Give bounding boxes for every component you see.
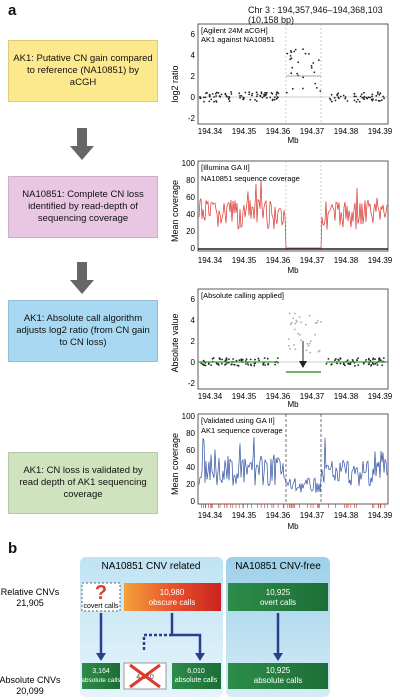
absolute-cnvs-label: Absolute CNVs [0,675,61,685]
plot-2-xtick: 194.39 [368,256,393,265]
plot-3-ylabel: Absolute value [170,313,180,372]
plot-3-xtick: 194.34 [198,392,223,401]
overt-calls-count: 10,925 [266,588,291,597]
plot-na10851-coverage: Mean coverage 100 80 60 40 20 0 [Illumin… [170,159,393,275]
plot-3-ytick: 2 [191,337,196,346]
absolute-cnvs-count: 20,099 [16,686,44,696]
plot-3-ytick: 4 [191,316,196,325]
plot-4-ylabel: Mean coverage [170,433,180,495]
flow-arrow-2 [70,262,94,294]
plot-3-xtick: 194.38 [334,392,359,401]
plot-2-ylabel: Mean coverage [170,180,180,242]
plot-1-ytick: -2 [188,114,196,123]
plot-2-xlabel: Mb [287,266,299,275]
plot-4-ytick: 20 [186,480,195,489]
plot-1-xtick: 194.39 [368,127,393,136]
panel-b-diagram: NA10851 CNV related NA10851 CNV-free Rel… [0,557,330,697]
plot-1-xtick: 194.35 [232,127,257,136]
absolute-calls-2-label: absolute calls [175,677,218,684]
plot-2-xtick: 194.35 [232,256,257,265]
plot-1-subnote: AK1 against NA10851 [201,35,275,44]
plot-3-xtick: 194.37 [300,392,325,401]
plot-4-ytick: 80 [186,429,195,438]
plot-4-subnote: AK1 sequence coverage [201,426,283,435]
plot-4-xtick: 194.36 [266,511,291,520]
step-1-text: AK1: Putative CN gain compared to refere… [13,53,153,88]
plot-4-xtick: 194.38 [334,511,359,520]
plot-2-xtick: 194.36 [266,256,291,265]
plot-2-xtick: 194.37 [300,256,325,265]
step-2-text: NA10851: Complete CN loss identified by … [22,189,144,224]
plot-1-xtick: 194.37 [300,127,325,136]
plot-3-ytick: 0 [191,358,196,367]
plot-ak1-coverage: Mean coverage 100 80 60 40 20 0 [Validat… [170,412,393,531]
plot-1-ytick: 4 [191,51,196,60]
covert-calls-label: covert calls [83,603,119,610]
absolute-calls-2-count: 6,010 [187,668,205,675]
plot-4-ytick: 40 [186,463,195,472]
plot-1-xtick: 194.34 [198,127,223,136]
plot-4-ytick: 0 [191,497,196,506]
flow-arrow-1 [70,128,94,160]
panel-b-label: b [8,540,18,557]
plot-1-xlabel: Mb [287,136,299,144]
plot-2-subnote: NA10851 sequence coverage [201,174,300,183]
plot-4-xtick: 194.35 [232,511,257,520]
absolute-calls-3-count: 10,925 [266,666,291,675]
plot-4-xlabel: Mb [287,522,299,531]
plot-2-xtick: 194.34 [198,256,223,265]
step-3-text: AK1: Absolute call algorithm adjusts log… [16,313,150,348]
plot-3-ytick: 6 [191,295,196,304]
plot-3-xtick: 194.39 [368,392,393,401]
plot-3-xtick: 194.35 [232,392,257,401]
plot-acgh: log2 ratio 6 4 2 0 -2 [Agilent 24M aCGH]… [170,23,393,144]
plot-1-ytick: 0 [191,93,196,102]
plot-2-note: [Illumina GA II] [201,163,250,172]
plot-4-xtick: 194.39 [368,511,393,520]
obscure-calls-label: obscure calls [149,598,196,607]
col-free-header: NA10851 CNV-free [235,561,321,572]
step-4-box: AK1: CN loss is validated by read depth … [8,452,158,514]
plot-4-note: [Validated using GA II] [201,416,275,425]
chromosome-region-header: Chr 3 : 194,357,946–194,368,103 (10,158 … [248,5,383,25]
plot-1-ylabel: log2 ratio [170,65,180,102]
plot-4-ytick: 60 [186,446,195,455]
plot-1-ytick: 2 [191,72,196,81]
plot-1-xtick: 194.36 [266,127,291,136]
absolute-calls-3-label: absolute calls [254,676,302,685]
plot-2-ytick: 20 [186,227,195,236]
plot-2-xtick: 194.38 [334,256,359,265]
absolute-calls-1-label: absolute calls [81,677,121,684]
step-1-box: AK1: Putative CN gain compared to refere… [8,40,158,102]
question-mark-icon: ? [95,582,107,604]
step-4-text: AK1: CN loss is validated by read depth … [19,465,147,500]
step-3-box: AK1: Absolute call algorithm adjusts log… [8,300,158,362]
plot-3-xtick: 194.36 [266,392,291,401]
plot-2-ytick: 40 [186,210,195,219]
removed-cross-icon [129,663,161,689]
plot-1-xtick: 194.38 [334,127,359,136]
relative-cnvs-count: 21,905 [16,598,44,608]
plot-3-note: [Absolute calling applied] [201,291,284,300]
plot-2-ytick: 80 [186,176,195,185]
plot-2-ytick: 100 [182,159,196,168]
overt-calls-label: overt calls [260,598,296,607]
plot-3-xlabel: Mb [287,400,299,407]
plot-4-xtick: 194.37 [300,511,325,520]
plot-1-note: [Agilent 24M aCGH] [201,26,268,35]
plot-1-ytick: 6 [191,30,196,39]
col-related-header: NA10851 CNV related [102,561,201,572]
plot-2-ytick: 60 [186,193,195,202]
plot-4-xtick: 194.34 [198,511,223,520]
absolute-calls-1-count: 3,164 [92,668,110,675]
step-2-box: NA10851: Complete CN loss identified by … [8,176,158,238]
obscure-calls-count: 10,980 [160,588,185,597]
relative-cnvs-label: Relative CNVs [1,587,60,597]
plot-absolute-calling: Absolute value 6 4 2 0 -2 [Absolute call… [170,288,393,407]
plot-3-ytick: -2 [188,379,196,388]
plot-4-ytick: 100 [182,412,196,421]
plot-2-ytick: 0 [191,244,196,253]
panel-a-label: a [8,2,17,19]
